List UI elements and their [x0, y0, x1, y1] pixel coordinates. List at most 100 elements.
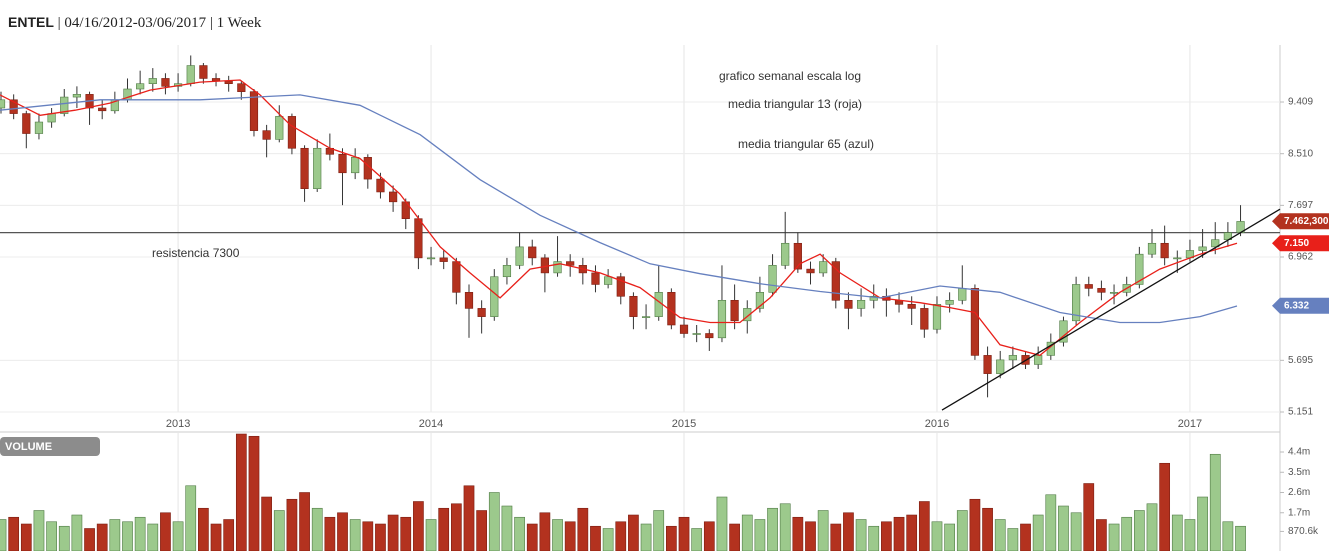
candle-body — [477, 308, 486, 317]
candle-body — [1072, 284, 1081, 322]
overlay-line — [941, 208, 1281, 411]
volume-bar — [122, 521, 133, 551]
candle-body — [692, 333, 701, 335]
volume-bar — [1146, 503, 1158, 551]
y-tick-label: 7.697 — [1288, 200, 1313, 211]
volume-bar — [830, 523, 842, 551]
volume-bar — [918, 501, 930, 551]
y-tick-label: 3.5m — [1288, 467, 1310, 478]
volume-bar — [615, 521, 627, 551]
volume-bar — [994, 519, 1006, 551]
price-marker-label: 7.150 — [1284, 238, 1309, 249]
volume-bar — [1096, 519, 1107, 551]
candle-body — [98, 107, 107, 112]
volume-bar — [893, 516, 905, 551]
candle-body — [844, 299, 853, 309]
volume-bar — [805, 521, 816, 551]
x-tick-label: 2017 — [1178, 418, 1202, 430]
candle-body — [1008, 355, 1017, 361]
candle-body — [439, 257, 448, 262]
volume-bar — [1209, 453, 1221, 551]
volume-bar — [96, 523, 108, 551]
volume-bar — [147, 523, 159, 551]
candle-body — [1147, 242, 1157, 255]
separator: | — [209, 15, 213, 31]
candle-body — [351, 157, 360, 174]
volume-bar — [514, 516, 525, 551]
candle-body — [604, 276, 613, 285]
volume-bar — [8, 516, 20, 551]
volume-bar — [779, 503, 791, 551]
volume-bar — [703, 521, 715, 551]
volume-bar — [172, 521, 184, 551]
candle-body — [566, 261, 575, 266]
candle-body — [920, 308, 929, 330]
price-marker — [1272, 213, 1329, 230]
candle-body — [768, 265, 777, 293]
overlay-line — [0, 94, 1238, 324]
candle-body — [869, 295, 878, 301]
interval: 1 Week — [216, 15, 262, 31]
candle-body — [502, 265, 512, 278]
y-tick-label: 4.4m — [1288, 447, 1310, 458]
volume-bar — [349, 519, 361, 551]
volume-bar — [552, 519, 563, 551]
volume-bar — [413, 501, 424, 551]
volume-bar — [754, 519, 766, 551]
candle-body — [136, 83, 145, 90]
volume-bar — [58, 525, 70, 551]
volume-bar — [944, 523, 955, 551]
candle-body — [856, 299, 866, 309]
date-range: 04/16/2012-03/06/2017 — [64, 15, 207, 31]
candle-body — [970, 288, 980, 356]
volume-bar — [160, 512, 171, 551]
candle-body — [1173, 257, 1182, 260]
volume-bar — [602, 528, 614, 551]
volume-bar — [931, 521, 943, 551]
y-tick-label: 870.6k — [1288, 526, 1319, 537]
volume-bar — [33, 510, 45, 551]
candle-body — [1097, 288, 1106, 293]
volume-bar — [71, 514, 83, 551]
volume-bar — [590, 525, 601, 551]
volume-bar — [476, 510, 488, 551]
volume-bar — [564, 521, 576, 551]
volume-bar — [488, 492, 500, 551]
candle-body — [34, 121, 44, 134]
candle-body — [22, 113, 31, 134]
volume-bar — [299, 492, 310, 551]
candle-body — [515, 246, 524, 266]
volume-bar — [248, 435, 260, 551]
volume-bar — [400, 516, 412, 551]
volume-bar — [1197, 496, 1208, 551]
candle-body — [806, 268, 815, 274]
volume-bar — [198, 507, 209, 551]
candle-body — [629, 295, 638, 317]
candle-body — [641, 316, 651, 318]
candle-body — [743, 308, 752, 322]
y-tick-label: 5.695 — [1288, 355, 1313, 366]
volume-bar — [0, 519, 7, 551]
volume-bar — [691, 528, 703, 551]
annotation: grafico semanal escala log — [719, 69, 861, 83]
volume-bar — [324, 516, 336, 551]
volume-bar — [438, 507, 450, 551]
candle-body — [705, 333, 714, 339]
price-marker — [1272, 235, 1329, 252]
candle-body — [47, 113, 56, 123]
candle-body — [1198, 246, 1207, 251]
volume-bar — [134, 516, 146, 551]
volume-bar — [501, 505, 513, 551]
volume-bar — [1235, 525, 1246, 551]
x-tick-label: 2016 — [925, 418, 949, 430]
y-tick-label: 6.962 — [1288, 252, 1313, 263]
overlay-line — [0, 79, 1238, 357]
candle-body — [553, 261, 562, 274]
volume-bar — [817, 510, 829, 551]
candle-body — [199, 65, 208, 79]
candle-body — [1109, 292, 1119, 294]
y-tick-label: 8.510 — [1288, 148, 1313, 159]
resistance-label: resistencia 7300 — [152, 246, 240, 260]
volume-bar — [640, 523, 652, 551]
